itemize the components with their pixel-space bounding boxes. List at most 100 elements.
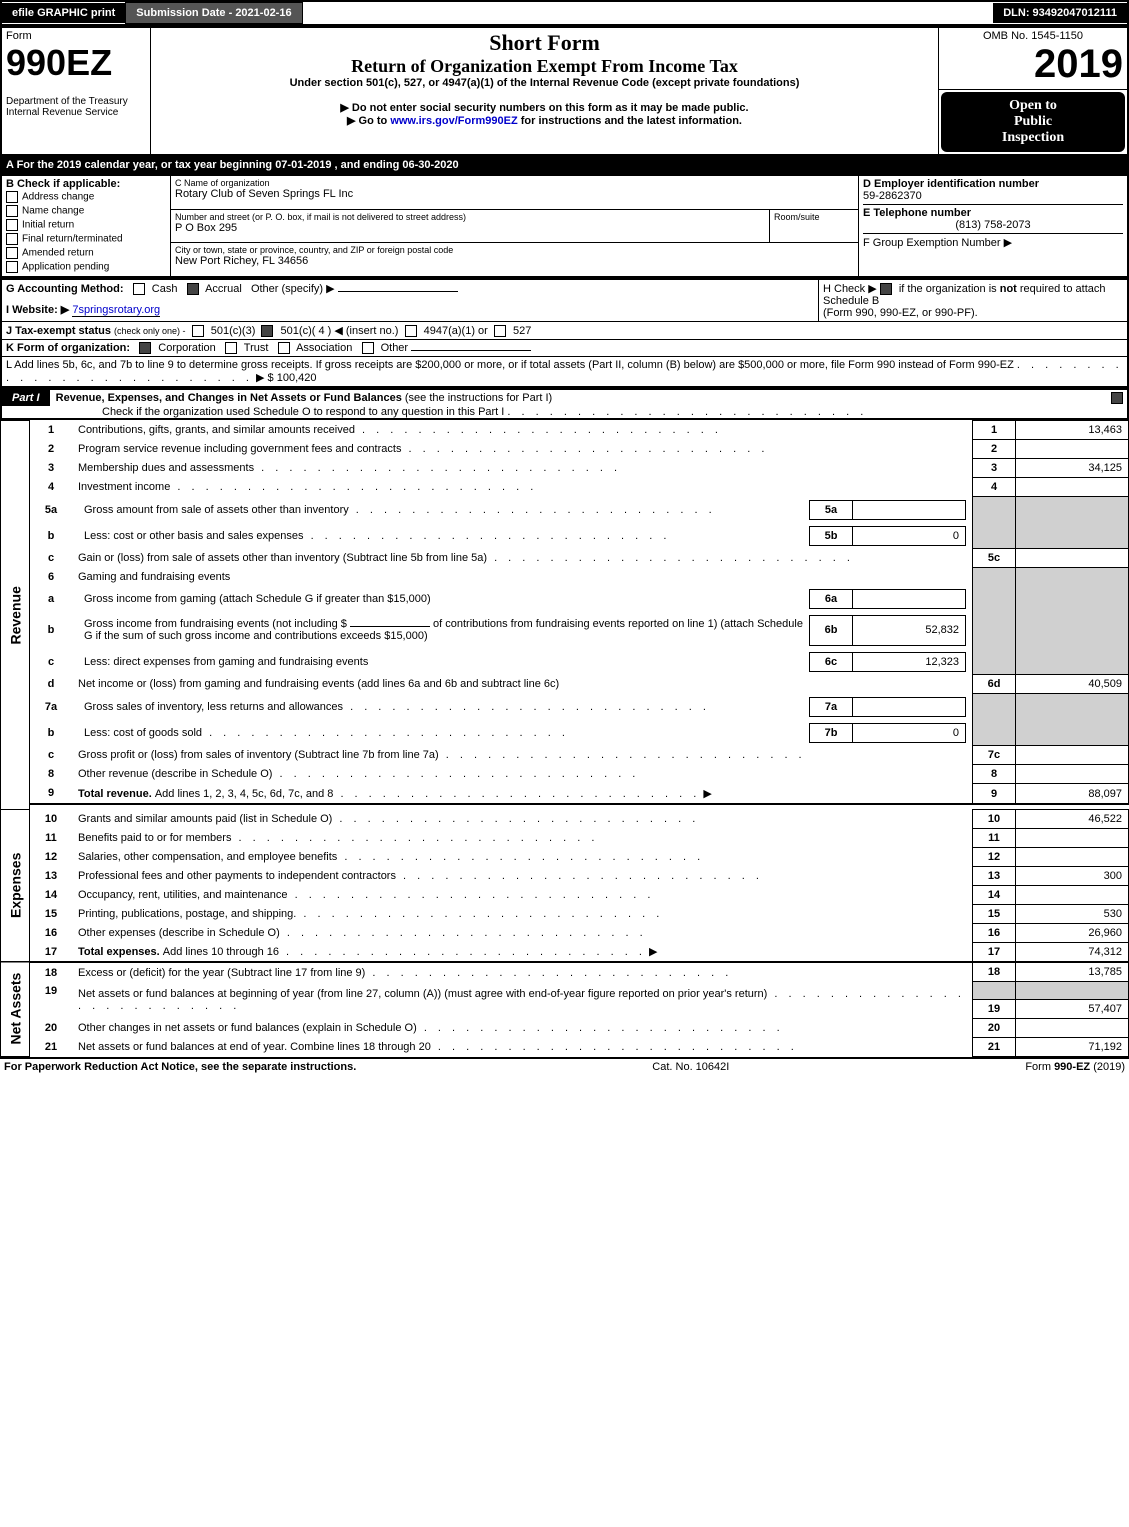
line-10-val: 46,522 (1016, 809, 1129, 828)
box-c-street: Number and street (or P. O. box, if mail… (171, 209, 770, 243)
footer-left: For Paperwork Reduction Act Notice, see … (4, 1061, 356, 1073)
line-20-val (1016, 1019, 1129, 1038)
box-g: G Accounting Method: Cash Accrual Other … (1, 279, 819, 301)
city-value: New Port Richey, FL 34656 (175, 255, 854, 267)
line-12-desc: Salaries, other compensation, and employ… (72, 847, 973, 866)
open-public-cell: Open to Public Inspection (939, 90, 1129, 156)
line-3-desc: Membership dues and assessments (72, 459, 973, 478)
other-org-field[interactable] (411, 350, 531, 351)
line-10-desc: Grants and similar amounts paid (list in… (72, 809, 973, 828)
chk-501c[interactable] (261, 325, 273, 337)
line-11-val (1016, 828, 1129, 847)
line-15-val: 530 (1016, 904, 1129, 923)
revenue-side-label: Revenue (1, 421, 30, 810)
footer-right: Form 990-EZ (2019) (1025, 1061, 1125, 1073)
part1-header-row: Part I Revenue, Expenses, and Changes in… (0, 388, 1129, 420)
line-6-desc: Gaming and fundraising events (72, 568, 973, 586)
efile-label[interactable]: efile GRAPHIC print (2, 3, 125, 23)
expenses-side-label: Expenses (1, 809, 30, 962)
chk-501c3[interactable] (192, 325, 204, 337)
line-4-val (1016, 478, 1129, 497)
box-e-label: E Telephone number (863, 207, 971, 219)
line-6a: Gross income from gaming (attach Schedul… (72, 586, 973, 612)
chk-initial-return[interactable]: Initial return (6, 218, 166, 232)
top-bar: efile GRAPHIC print Submission Date - 20… (0, 0, 1129, 26)
line-7c-desc: Gross profit or (loss) from sales of inv… (72, 746, 973, 765)
chk-name-change[interactable]: Name change (6, 204, 166, 218)
line-17-desc: Total expenses. Add lines 10 through 16 … (72, 942, 973, 962)
line-1-val: 13,463 (1016, 421, 1129, 440)
chk-address-change[interactable]: Address change (6, 190, 166, 204)
footer-mid: Cat. No. 10642I (652, 1061, 729, 1073)
line-16-desc: Other expenses (describe in Schedule O) (72, 923, 973, 942)
box-i: I Website: ▶ 7springsrotary.org (1, 301, 819, 322)
phone-value: (813) 758-2073 (863, 219, 1123, 231)
line-18-val: 13,785 (1016, 962, 1129, 982)
line-15-desc: Printing, publications, postage, and shi… (72, 904, 973, 923)
line-14-val (1016, 885, 1129, 904)
part1-label: Part I (2, 390, 50, 406)
title-main: Return of Organization Exempt From Incom… (155, 56, 934, 77)
box-def: D Employer identification number 59-2862… (859, 175, 1129, 277)
line-6b-contrib-field[interactable] (350, 626, 430, 627)
box-j: J Tax-exempt status (check only one) - 5… (1, 322, 1128, 340)
irs-link[interactable]: www.irs.gov/Form990EZ (390, 115, 517, 127)
submission-date: Submission Date - 2021-02-16 (125, 2, 302, 24)
title-cell: Short Form Return of Organization Exempt… (151, 27, 939, 155)
line-6a-val (853, 589, 966, 608)
title-short: Short Form (155, 30, 934, 56)
chk-corporation[interactable] (139, 342, 151, 354)
line-18-desc: Excess or (deficit) for the year (Subtra… (72, 962, 973, 982)
chk-trust[interactable] (225, 342, 237, 354)
line-3-val: 34,125 (1016, 459, 1129, 478)
other-specify-field[interactable] (338, 291, 458, 292)
status-block: G Accounting Method: Cash Accrual Other … (0, 278, 1129, 388)
line-16-val: 26,960 (1016, 923, 1129, 942)
chk-association[interactable] (278, 342, 290, 354)
line-5a: Gross amount from sale of assets other t… (72, 497, 973, 523)
line-5a-val (853, 500, 966, 519)
line-9-desc: Total revenue. Add lines 1, 2, 3, 4, 5c,… (72, 784, 973, 804)
line-8-desc: Other revenue (describe in Schedule O) (72, 765, 973, 784)
entity-info: B Check if applicable: Address change Na… (0, 174, 1129, 278)
line-11-desc: Benefits paid to or for members (72, 828, 973, 847)
line-19-desc: Net assets or fund balances at beginning… (72, 982, 973, 1019)
website-link[interactable]: 7springsrotary.org (72, 304, 160, 317)
form-word: Form (6, 30, 146, 42)
goto-link-line: ▶ Go to www.irs.gov/Form990EZ for instru… (155, 114, 934, 127)
line-19-val: 57,407 (1016, 1000, 1129, 1019)
line-14-desc: Occupancy, rent, utilities, and maintena… (72, 885, 973, 904)
line-13-desc: Professional fees and other payments to … (72, 866, 973, 885)
chk-schedule-o[interactable] (1111, 392, 1123, 404)
ein-value: 59-2862370 (863, 190, 922, 202)
line-21-val: 71,192 (1016, 1038, 1129, 1057)
chk-4947[interactable] (405, 325, 417, 337)
chk-application-pending[interactable]: Application pending (6, 260, 166, 274)
line-1-desc: Contributions, gifts, grants, and simila… (72, 421, 973, 440)
chk-final-return[interactable]: Final return/terminated (6, 232, 166, 246)
box-b: B Check if applicable: Address change Na… (1, 175, 171, 277)
part1-title: Revenue, Expenses, and Changes in Net As… (53, 392, 405, 404)
netassets-side-label: Net Assets (1, 962, 30, 1057)
line-6d-desc: Net income or (loss) from gaming and fun… (72, 675, 973, 694)
org-name: Rotary Club of Seven Springs FL Inc (175, 188, 854, 200)
chk-527[interactable] (494, 325, 506, 337)
chk-cash[interactable] (133, 283, 145, 295)
chk-accrual[interactable] (187, 283, 199, 295)
line-17-val: 74,312 (1016, 942, 1129, 962)
chk-schedule-b[interactable] (880, 283, 892, 295)
tax-year: 2019 (943, 42, 1123, 87)
line-6b-val: 52,832 (853, 615, 966, 645)
box-d-label: D Employer identification number (863, 178, 1039, 190)
dln-number: DLN: 93492047012111 (993, 3, 1127, 23)
line-2-desc: Program service revenue including govern… (72, 440, 973, 459)
line-7b-val: 0 (853, 723, 966, 742)
line-12-val (1016, 847, 1129, 866)
omb-number: OMB No. 1545-1150 (943, 30, 1123, 42)
line-8-val (1016, 765, 1129, 784)
chk-other-org[interactable] (362, 342, 374, 354)
form-number-cell: Form 990EZ Department of the Treasury In… (1, 27, 151, 155)
tax-year-period: A For the 2019 calendar year, or tax yea… (0, 156, 1129, 174)
chk-amended-return[interactable]: Amended return (6, 246, 166, 260)
line-5c-desc: Gain or (loss) from sale of assets other… (72, 549, 973, 568)
